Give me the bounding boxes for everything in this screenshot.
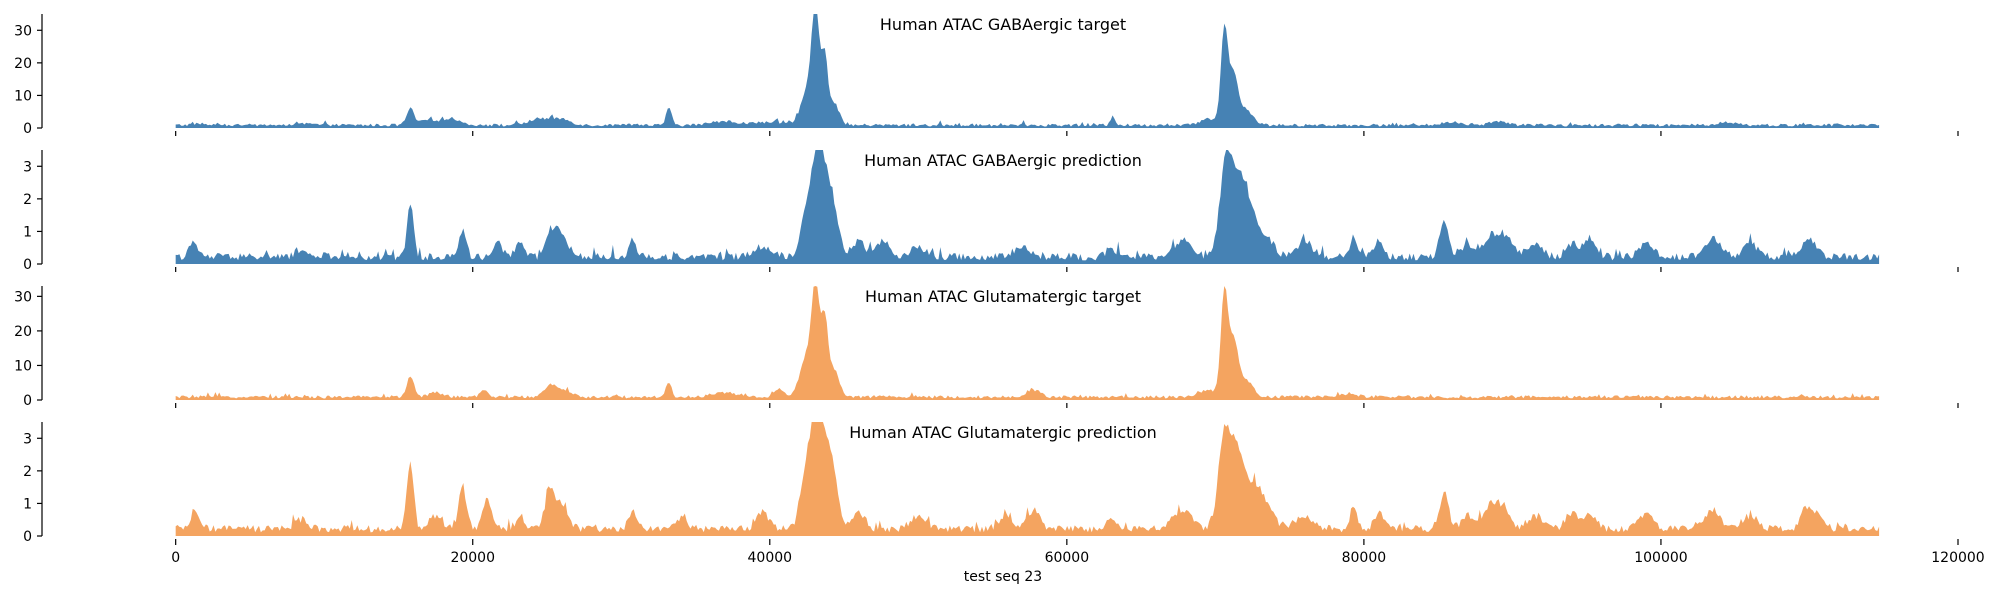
panel-title: Human ATAC GABAergic target	[880, 15, 1126, 34]
x-tick-label: 120000	[1931, 550, 1984, 566]
y-axis: 0 10 20 30	[14, 14, 43, 137]
x-axis: 0 20000 40000 60000 80000 100000 120000	[171, 539, 1985, 566]
y-tick-label: 20	[14, 324, 32, 340]
x-ticks-minor	[175, 131, 1959, 136]
signal-area	[175, 150, 1880, 264]
panel-4: 0 1 2 3 Human ATAC Glutamatergic prediction	[23, 422, 1880, 545]
y-tick-label: 10	[14, 88, 32, 104]
signal-area	[175, 422, 1880, 536]
y-tick-label: 2	[23, 464, 32, 480]
x-tick-label: 40000	[748, 550, 793, 566]
panel-title: Human ATAC GABAergic prediction	[864, 151, 1142, 170]
x-ticks-minor	[175, 403, 1959, 408]
x-axis-title: test seq 23	[964, 569, 1042, 585]
x-tick-label: 60000	[1045, 550, 1090, 566]
x-tick-label: 20000	[450, 550, 495, 566]
y-tick-label: 30	[14, 289, 32, 305]
y-axis: 0 1 2 3	[23, 422, 43, 545]
y-tick-label: 1	[23, 224, 32, 240]
panel-title: Human ATAC Glutamatergic prediction	[849, 423, 1157, 442]
panel-2: 0 1 2 3 Human ATAC GABAergic prediction	[23, 150, 1959, 273]
y-tick-label: 20	[14, 56, 32, 72]
y-tick-label: 3	[23, 159, 32, 175]
y-tick-label: 3	[23, 431, 32, 447]
y-axis: 0 10 20 30	[14, 286, 43, 409]
panel-3: 0 10 20 30 Human ATAC Glutamatergic target	[14, 286, 1959, 409]
y-tick-label: 0	[23, 529, 32, 545]
y-axis: 0 1 2 3	[23, 150, 43, 273]
y-tick-label: 10	[14, 358, 32, 374]
y-tick-label: 0	[23, 257, 32, 273]
x-ticks-minor	[175, 267, 1959, 272]
x-tick-label: 80000	[1342, 550, 1387, 566]
panel-title: Human ATAC Glutamatergic target	[865, 287, 1141, 306]
y-tick-label: 2	[23, 192, 32, 208]
panel-1: 0 10 20 30 Human ATAC GABAergic target	[14, 14, 1959, 137]
y-tick-label: 0	[23, 121, 32, 137]
y-tick-label: 30	[14, 23, 32, 39]
x-tick-label: 100000	[1634, 550, 1687, 566]
x-tick-label: 0	[171, 550, 180, 566]
y-tick-label: 1	[23, 496, 32, 512]
y-tick-label: 0	[23, 393, 32, 409]
